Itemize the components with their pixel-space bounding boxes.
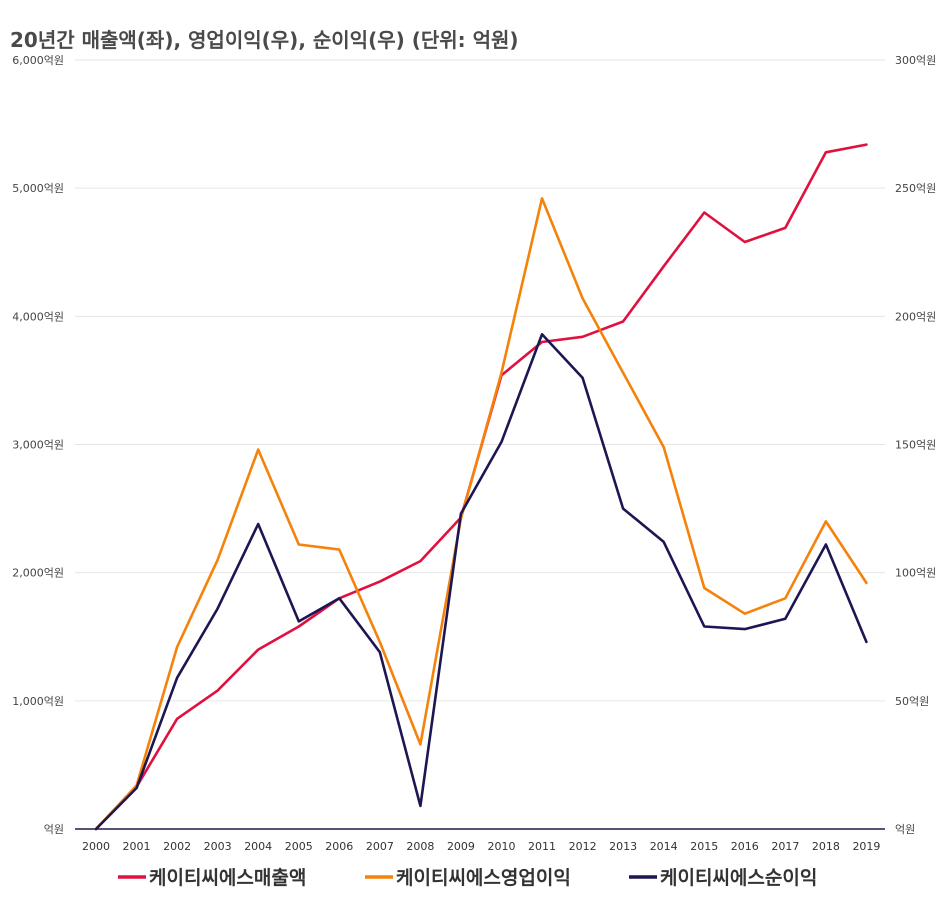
y-left-tick-label: 6,000억원	[12, 54, 64, 67]
series-line-3	[94, 332, 868, 831]
y-right-tick-label: 250억원	[895, 182, 936, 195]
legend-label: 케이티씨에스매출액	[149, 867, 306, 889]
x-tick-label: 2018	[812, 840, 840, 853]
x-tick-label: 2017	[771, 840, 799, 853]
x-tick-label: 2001	[123, 840, 151, 853]
x-tick-label: 2002	[163, 840, 191, 853]
y-right-tick-label: 100억원	[895, 567, 936, 580]
x-tick-label: 2015	[690, 840, 718, 853]
x-tick-label: 2019	[852, 840, 880, 853]
y-left-tick-label: 5,000억원	[12, 182, 64, 195]
x-tick-label: 2016	[731, 840, 759, 853]
series-line-1	[94, 143, 868, 831]
x-tick-label: 2008	[406, 840, 434, 853]
axis-layer: 억원 1,000억원 2,000억원 3,000억원 4,000억원 5,000억원 6,0…	[12, 54, 936, 853]
x-tick-label: 2014	[650, 840, 678, 853]
x-tick-label: 2003	[204, 840, 232, 853]
x-tick-label: 2011	[528, 840, 556, 853]
series-layer	[94, 143, 868, 831]
x-tick-label: 2005	[285, 840, 313, 853]
x-tick-label: 2010	[488, 840, 516, 853]
y-right-tick-label: 300억원	[895, 54, 936, 67]
legend-label: 케이티씨에스영업이익	[396, 867, 571, 889]
x-tick-label: 2009	[447, 840, 475, 853]
grid-layer	[75, 59, 885, 702]
legend: 케이티씨에스매출액 케이티씨에스영업이익 케이티씨에스순이익	[118, 867, 817, 889]
y-left-tick-label: 1,000억원	[12, 695, 64, 708]
y-right-tick-label: 50억원	[895, 695, 929, 708]
x-tick-label: 2004	[244, 840, 272, 853]
y-left-tick-label: 억원	[44, 823, 64, 836]
x-tick-label: 2013	[609, 840, 637, 853]
y-right-tick-label: 150억원	[895, 439, 936, 452]
y-left-tick-label: 4,000억원	[12, 310, 64, 323]
chart-title: 20년간 매출액(좌), 영업이익(우), 순이익(우) (단위: 억원)	[10, 28, 519, 52]
y-right-tick-label: 억원	[895, 823, 915, 836]
x-tick-label: 2012	[569, 840, 597, 853]
legend-label: 케이티씨에스순이익	[660, 867, 817, 889]
x-tick-label: 2000	[82, 840, 110, 853]
y-right-tick-label: 200억원	[895, 310, 936, 323]
x-tick-label: 2007	[366, 840, 394, 853]
y-left-tick-label: 3,000억원	[12, 439, 64, 452]
series-line-2	[94, 197, 868, 831]
x-tick-label: 2006	[325, 840, 353, 853]
y-left-tick-label: 2,000억원	[12, 567, 64, 580]
